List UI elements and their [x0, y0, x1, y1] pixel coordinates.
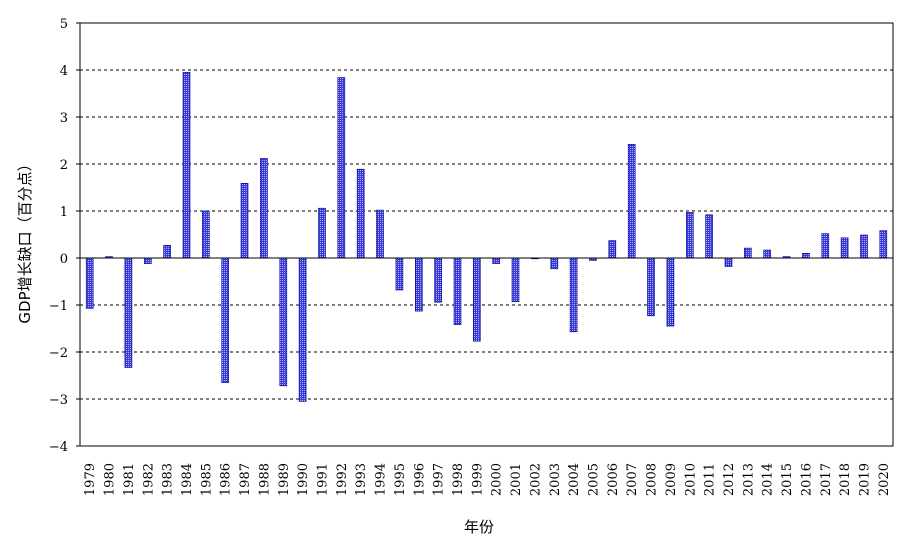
x-tick-label-2018: 2018	[838, 463, 853, 496]
x-tick-label-2017: 2017	[819, 463, 834, 496]
gridlines	[80, 22, 893, 400]
x-tick-label-1999: 1999	[470, 463, 485, 496]
x-tick-label-2016: 2016	[799, 463, 814, 496]
x-tick-label-2007: 2007	[625, 463, 640, 496]
bar-2008	[647, 257, 655, 317]
y-tick-label-3: 3	[60, 111, 68, 126]
y-tick-label--2: −2	[49, 346, 68, 361]
bar-2016	[802, 253, 810, 259]
bar-2019	[860, 234, 868, 259]
x-tick-label-1996: 1996	[412, 463, 427, 496]
x-tick-label-2008: 2008	[645, 463, 660, 496]
x-tick-label-2013: 2013	[741, 463, 756, 496]
x-tick-label-2000: 2000	[490, 463, 505, 496]
bar-1993	[356, 168, 365, 259]
x-tick-label-1980: 1980	[103, 463, 118, 496]
bars	[85, 72, 888, 402]
bar-2007	[627, 144, 636, 259]
bar-2003	[550, 257, 559, 270]
x-tick-label-1987: 1987	[238, 463, 253, 496]
bar-1994	[376, 209, 384, 259]
x-tick-label-1993: 1993	[354, 463, 369, 496]
x-tick-label-1979: 1979	[83, 463, 98, 496]
bar-2020	[879, 230, 888, 259]
bar-1989	[279, 257, 288, 387]
x-tick-label-1990: 1990	[296, 463, 311, 496]
x-tick-label-2001: 2001	[509, 463, 524, 496]
x-axis-title: 年份	[464, 518, 494, 536]
y-tick-label-1: 1	[60, 205, 68, 220]
x-tick-label-1989: 1989	[277, 463, 292, 496]
x-tick-label-2020: 2020	[877, 463, 892, 496]
bar-2009	[666, 257, 675, 327]
x-tick-label-2011: 2011	[703, 463, 718, 496]
bar-2006	[608, 240, 617, 259]
bar-1979	[85, 257, 94, 309]
bar-1990	[298, 257, 307, 402]
plot-frame	[79, 22, 894, 447]
y-tick-label-2: 2	[60, 158, 68, 173]
bar-1987	[240, 183, 249, 259]
bar-1992	[337, 77, 346, 259]
x-tick-label-1988: 1988	[257, 463, 272, 496]
x-tick-label-2012: 2012	[722, 463, 737, 496]
bar-2012	[724, 257, 733, 267]
x-tick-label-2009: 2009	[664, 463, 679, 496]
bar-1996	[414, 257, 423, 312]
bar-1983	[163, 245, 171, 259]
bar-2001	[511, 257, 520, 303]
bar-1986	[221, 257, 229, 383]
y-tick-label--1: −1	[49, 299, 68, 314]
x-tick-label-1982: 1982	[141, 463, 156, 496]
bar-2014	[763, 249, 772, 259]
y-tick-label--3: −3	[49, 393, 68, 408]
bar-1991	[318, 207, 326, 259]
x-tick-label-2014: 2014	[761, 463, 776, 496]
x-tick-label-2002: 2002	[528, 463, 543, 496]
y-tick-labels: −4 −3 −2 −1 0 1 2 3 4 5	[49, 17, 68, 455]
x-tick-label-1992: 1992	[335, 463, 350, 496]
bar-1985	[202, 210, 210, 259]
bar-1999	[472, 257, 481, 342]
x-tick-label-2010: 2010	[683, 463, 698, 496]
x-tick-labels: 1979 1980 1981 1982 1983 1984 1985 1986 1987 1988…	[83, 463, 892, 496]
x-tick-label-1981: 1981	[122, 463, 137, 496]
x-tick-label-1984: 1984	[180, 463, 195, 496]
x-tick-label-1998: 1998	[451, 463, 466, 496]
bar-2011	[705, 214, 713, 259]
bar-2013	[743, 247, 752, 259]
bar-1982	[144, 257, 152, 264]
x-tick-label-1991: 1991	[316, 463, 331, 496]
x-tick-label-2004: 2004	[567, 463, 582, 496]
x-tick-label-1983: 1983	[161, 463, 176, 496]
bar-1998	[453, 257, 462, 325]
x-tick-label-2015: 2015	[780, 463, 795, 496]
bar-1988	[260, 158, 268, 259]
x-tick-label-1997: 1997	[432, 463, 447, 496]
x-tick-label-2019: 2019	[858, 463, 873, 496]
x-tick-label-2006: 2006	[606, 463, 621, 496]
y-tick-label-5: 5	[60, 17, 68, 32]
y-tick-label-4: 4	[60, 64, 68, 79]
y-axis-title: GDP增长缺口（百分点）	[16, 156, 34, 323]
bar-1995	[395, 257, 404, 291]
bar-2010	[685, 212, 694, 259]
y-tick-label-0: 0	[60, 252, 68, 267]
bar-2004	[569, 257, 578, 333]
x-tick-label-1995: 1995	[393, 463, 408, 496]
bar-2018	[840, 237, 849, 259]
bar-2017	[821, 233, 830, 259]
x-tick-label-1986: 1986	[219, 463, 234, 496]
x-tick-label-1994: 1994	[374, 463, 389, 496]
bar-2000	[492, 257, 501, 264]
x-tick-label-2003: 2003	[548, 463, 563, 496]
bar-1997	[434, 257, 442, 303]
x-tick-label-1985: 1985	[199, 463, 214, 496]
bar-1981	[124, 257, 133, 368]
x-tick-label-2005: 2005	[587, 463, 602, 496]
y-tick-label--4: −4	[49, 440, 68, 455]
bar-1984	[182, 72, 191, 259]
axes	[76, 22, 894, 447]
